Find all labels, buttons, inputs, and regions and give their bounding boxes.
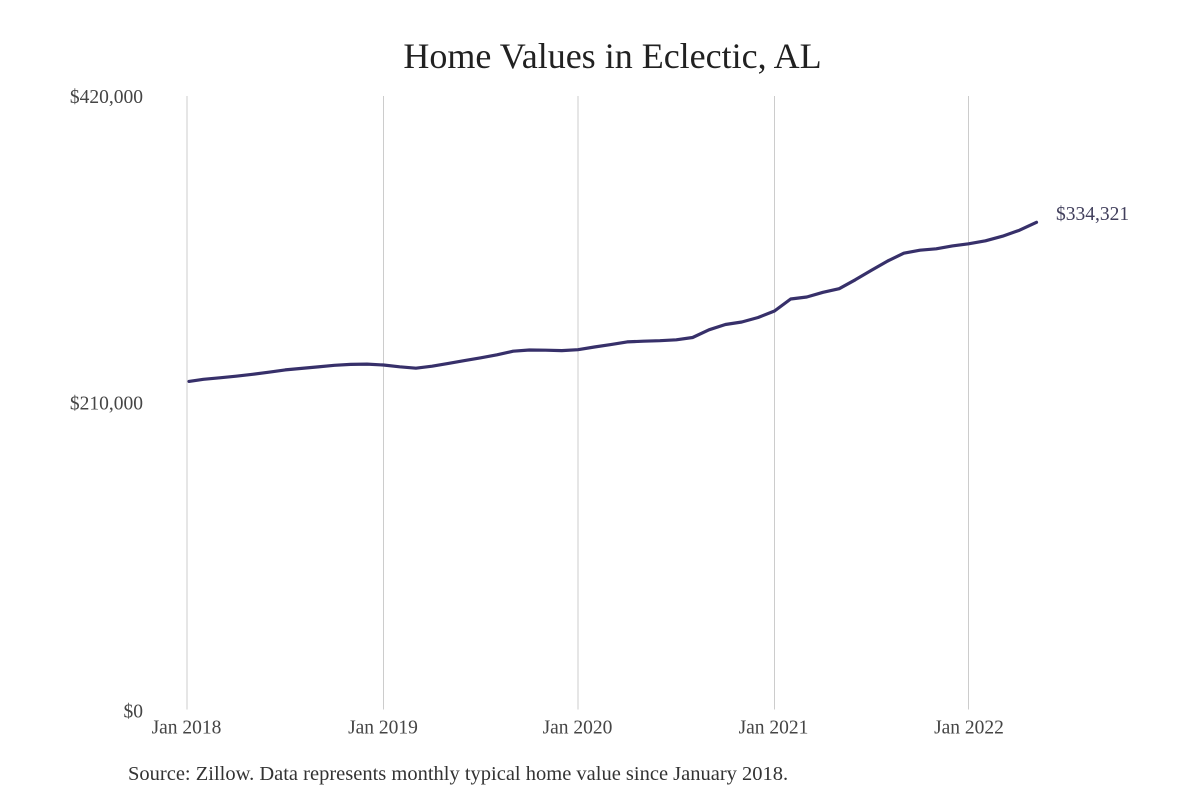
svg-text:Source: Zillow. Data represent: Source: Zillow. Data represents monthly …: [128, 763, 788, 785]
svg-text:Home Values in Eclectic, AL: Home Values in Eclectic, AL: [403, 36, 821, 76]
svg-text:Jan 2022: Jan 2022: [934, 718, 1004, 739]
svg-text:$0: $0: [124, 702, 144, 723]
svg-text:Jan 2018: Jan 2018: [152, 718, 222, 739]
svg-text:Jan 2020: Jan 2020: [543, 718, 613, 739]
svg-text:Jan 2019: Jan 2019: [348, 718, 418, 739]
svg-text:Jan 2021: Jan 2021: [739, 718, 809, 739]
svg-text:$420,000: $420,000: [70, 87, 143, 108]
svg-text:$334,321: $334,321: [1056, 204, 1129, 225]
svg-text:$210,000: $210,000: [70, 393, 143, 414]
